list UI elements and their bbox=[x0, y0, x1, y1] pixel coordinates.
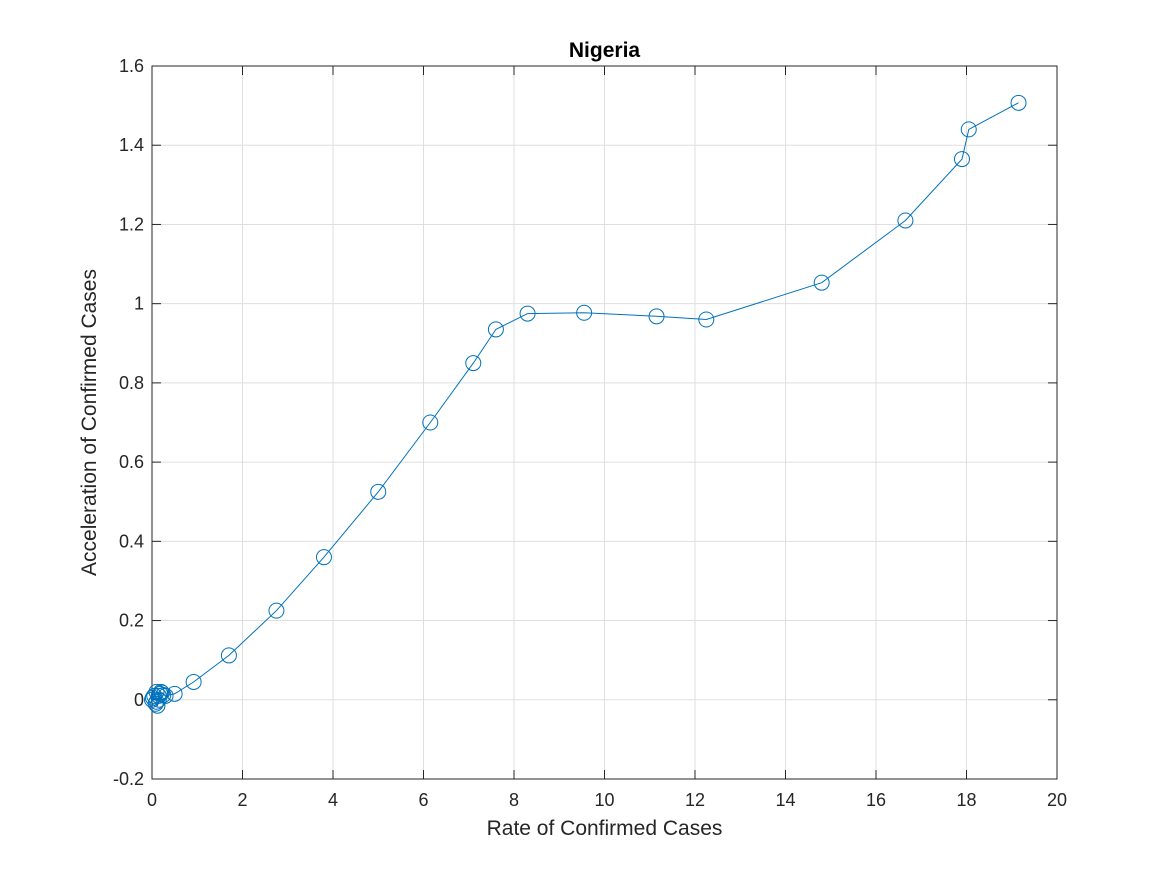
data-point-marker bbox=[153, 683, 170, 700]
data-point-marker bbox=[185, 673, 202, 690]
y-tick-label: 0.4 bbox=[119, 531, 144, 551]
data-point-marker bbox=[1010, 94, 1027, 111]
grid bbox=[151, 65, 1058, 780]
y-tick-label: 1.6 bbox=[119, 56, 144, 76]
data-point-marker bbox=[315, 549, 332, 566]
chart-title: Nigeria bbox=[569, 39, 641, 62]
data-point-marker bbox=[370, 483, 387, 500]
y-tick-label: 0.6 bbox=[119, 452, 144, 472]
data-point-marker bbox=[648, 308, 665, 325]
data-point-marker bbox=[698, 311, 715, 328]
data-series bbox=[144, 94, 1027, 714]
y-tick-label: 0 bbox=[134, 690, 144, 710]
x-tick-label: 12 bbox=[685, 790, 705, 810]
x-tick-label: 0 bbox=[147, 790, 157, 810]
y-tick-label: 0.8 bbox=[119, 373, 144, 393]
x-tick-label: 4 bbox=[328, 790, 338, 810]
y-tick-label: 1.4 bbox=[119, 135, 144, 155]
data-point-marker bbox=[813, 274, 830, 291]
y-tick-label: -0.2 bbox=[113, 769, 144, 789]
data-point-marker bbox=[268, 602, 285, 619]
y-tick-label: 1.2 bbox=[119, 214, 144, 234]
data-point-marker bbox=[422, 414, 439, 431]
x-tick-label: 6 bbox=[418, 790, 428, 810]
x-tick-label: 10 bbox=[594, 790, 614, 810]
data-point-marker bbox=[519, 305, 536, 322]
x-tick-label: 14 bbox=[775, 790, 795, 810]
y-tick-label: 0.2 bbox=[119, 611, 144, 631]
x-tick-label: 18 bbox=[956, 790, 976, 810]
y-tick-label: 1 bbox=[134, 294, 144, 314]
axis-ticks: 0 2 4 6 8 10 12 14 16 18 20-0.200.20.40.60.811.21.… bbox=[113, 56, 1067, 810]
x-tick-label: 8 bbox=[509, 790, 519, 810]
data-point-marker bbox=[953, 151, 970, 168]
data-point-marker bbox=[150, 687, 167, 704]
data-point-marker bbox=[960, 121, 977, 138]
data-point-marker bbox=[465, 355, 482, 372]
x-tick-label: 16 bbox=[866, 790, 886, 810]
data-point-marker bbox=[220, 647, 237, 664]
x-tick-label: 20 bbox=[1047, 790, 1067, 810]
data-point-marker bbox=[576, 304, 593, 321]
data-point-marker bbox=[157, 687, 174, 704]
data-point-marker bbox=[487, 321, 504, 338]
y-axis-label: Acceleration of Confirmed Cases bbox=[78, 269, 101, 576]
data-point-marker bbox=[153, 684, 170, 701]
data-point-marker bbox=[166, 685, 183, 702]
data-point-marker bbox=[148, 683, 165, 700]
x-axis-label: Rate of Confirmed Cases bbox=[487, 817, 723, 840]
data-point-marker bbox=[897, 212, 914, 229]
x-tick-label: 2 bbox=[237, 790, 247, 810]
